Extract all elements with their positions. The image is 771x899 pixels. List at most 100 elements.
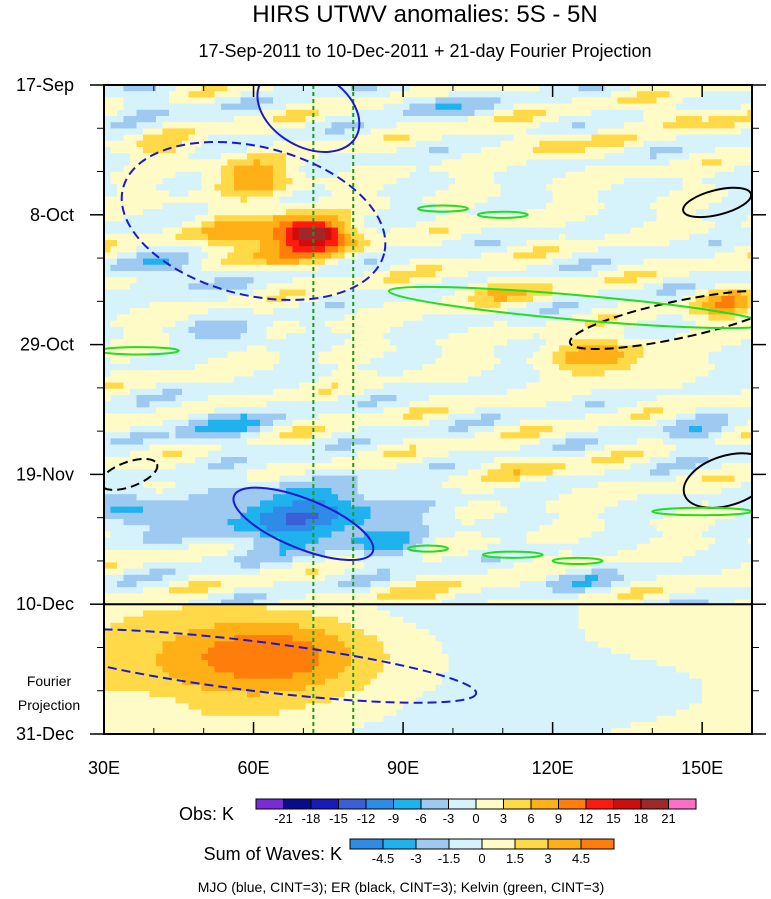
obs-cell: [637, 364, 645, 371]
obs-cell: [494, 221, 502, 229]
obs-cell: [637, 357, 645, 365]
obs-cell: [162, 153, 170, 160]
obs-cell: [598, 258, 606, 266]
obs-cell: [448, 277, 456, 284]
obs-cell: [734, 165, 742, 173]
obs-cell: [669, 345, 677, 353]
obs-cell: [455, 159, 463, 167]
obs-cell: [370, 302, 378, 309]
obs-cell: [552, 351, 560, 359]
obs-cell: [656, 271, 664, 278]
obs-cell: [175, 97, 183, 105]
obs-cell: [552, 227, 560, 235]
obs-cell: [468, 128, 476, 136]
obs-cell: [695, 202, 703, 210]
obs-cell: [682, 134, 690, 142]
obs-cell: [344, 382, 352, 390]
obs-cell: [682, 370, 690, 377]
obs-cell: [338, 165, 346, 173]
obs-cell: [546, 295, 554, 303]
obs-cell: [539, 283, 547, 291]
obs-cell: [572, 264, 580, 272]
obs-cell: [559, 97, 567, 105]
obs-cell: [247, 165, 255, 173]
obs-cell: [325, 388, 333, 396]
obs-cell: [630, 85, 638, 92]
obs-cell: [377, 246, 385, 253]
obs-cell: [630, 357, 638, 365]
obs-cell: [377, 295, 385, 303]
obs-cell: [279, 109, 287, 117]
obs-cell: [416, 345, 424, 353]
obs-cell: [747, 382, 752, 390]
obs-cell: [520, 345, 528, 353]
obs-cell: [585, 370, 593, 377]
obs-cell: [689, 382, 697, 390]
obs-cell: [279, 202, 287, 210]
obs-cell: [175, 109, 183, 117]
obs-cell: [312, 258, 320, 266]
obs-cell: [715, 134, 723, 142]
obs-cell: [455, 264, 463, 272]
obs-cell: [734, 202, 742, 210]
obs-cell: [734, 159, 742, 167]
obs-cell: [656, 147, 664, 154]
obs-cell: [559, 221, 567, 229]
obs-cell: [728, 140, 736, 148]
obs-cell: [663, 109, 671, 117]
obs-cell: [416, 326, 424, 334]
obs-cell: [344, 264, 352, 272]
obs-cell: [149, 196, 157, 204]
obs-cell: [214, 171, 222, 179]
obs-cell: [234, 147, 242, 154]
obs-cell: [156, 314, 164, 322]
obs-cell: [481, 388, 489, 396]
obs-cell: [650, 264, 658, 272]
obs-cell: [435, 357, 443, 365]
obs-cell: [279, 116, 287, 123]
obs-cell: [325, 289, 333, 297]
obs-cell: [143, 227, 151, 235]
obs-cell: [689, 103, 697, 111]
obs-cell: [468, 240, 476, 247]
obs-cell: [546, 159, 554, 167]
obs-cell: [344, 357, 352, 365]
obs-cell: [143, 140, 151, 148]
obs-cell: [656, 103, 664, 111]
obs-cell: [169, 370, 177, 377]
obs-cell: [182, 376, 190, 384]
obs-cell: [136, 109, 144, 117]
obs-cell: [403, 147, 411, 154]
obs-cell: [227, 271, 235, 278]
obs-cell: [201, 364, 209, 371]
obs-cell: [370, 184, 378, 191]
obs-cell: [156, 202, 164, 210]
obs-cell: [734, 308, 742, 315]
obs-cell: [715, 140, 723, 148]
obs-cell: [611, 190, 619, 198]
obs-cell: [565, 221, 573, 229]
obs-cell: [708, 91, 716, 98]
obs-cell: [325, 277, 333, 284]
obs-cell: [156, 326, 164, 334]
obs-cell: [624, 134, 632, 142]
obs-cell: [312, 140, 320, 148]
obs-cell: [552, 190, 560, 198]
obs-cell: [403, 233, 411, 241]
obs-cell: [455, 370, 463, 377]
obs-cell: [526, 333, 534, 340]
obs-cell: [500, 339, 508, 346]
obs-cell: [539, 91, 547, 98]
obs-cell: [546, 302, 554, 309]
obs-cell: [208, 289, 216, 297]
obs-cell: [422, 339, 430, 346]
obs-cell: [318, 209, 326, 216]
obs-cell: [240, 171, 248, 179]
obs-cell: [383, 376, 391, 384]
obs-cell: [539, 333, 547, 340]
obs-cell: [611, 178, 619, 185]
obs-cell: [104, 370, 112, 377]
obs-cell: [318, 302, 326, 309]
obs-cell: [357, 122, 365, 129]
obs-cell: [741, 271, 749, 278]
